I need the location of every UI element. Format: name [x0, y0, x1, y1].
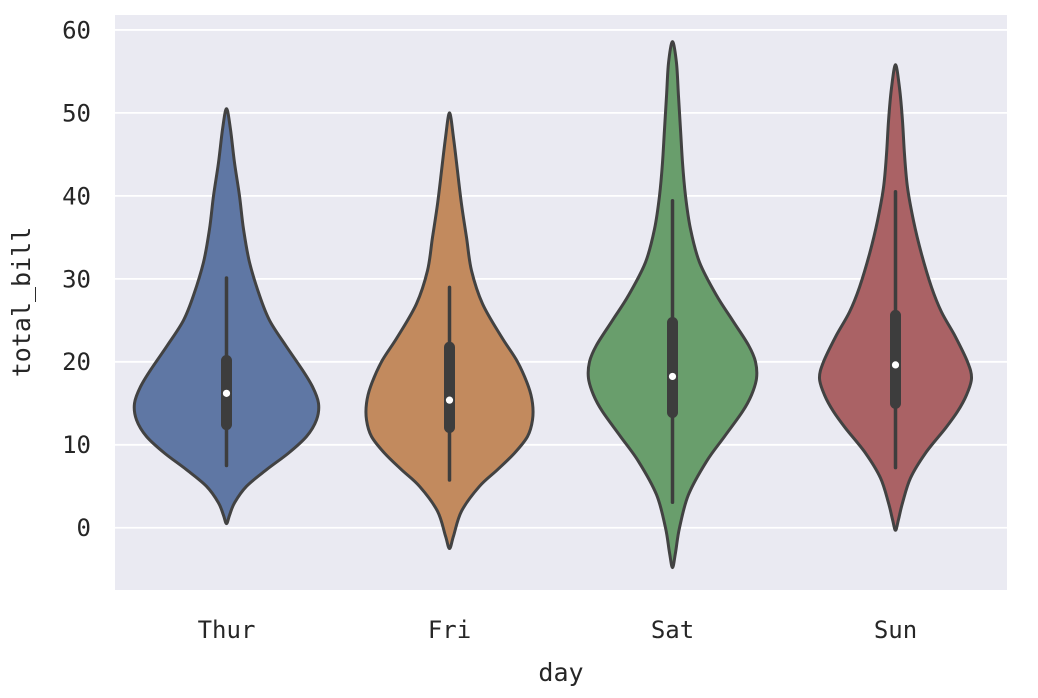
- x-tick-label-fri: Fri: [428, 616, 471, 644]
- x-tick-label-sat: Sat: [651, 616, 694, 644]
- x-tick-label-sun: Sun: [874, 616, 917, 644]
- median-dot-sat: [668, 372, 677, 381]
- y-tick-label-50: 50: [62, 99, 91, 127]
- median-dot-thur: [222, 389, 231, 397]
- x-axis-label: day: [538, 658, 583, 687]
- median-dot-sun: [891, 361, 900, 369]
- y-tick-label-40: 40: [62, 182, 91, 210]
- y-tick-label-60: 60: [62, 16, 91, 44]
- y-axis-label: total_bill: [7, 227, 36, 378]
- y-tick-label-20: 20: [62, 348, 91, 376]
- y-tick-label-0: 0: [77, 514, 91, 542]
- y-tick-label-10: 10: [62, 431, 91, 459]
- plot-layer: 0 10 20 30 40 50 60 Thur Fri Sat Sun: [62, 15, 1007, 644]
- median-dot-fri: [445, 396, 454, 404]
- x-tick-label-thur: Thur: [198, 616, 256, 644]
- y-tick-label-30: 30: [62, 265, 91, 293]
